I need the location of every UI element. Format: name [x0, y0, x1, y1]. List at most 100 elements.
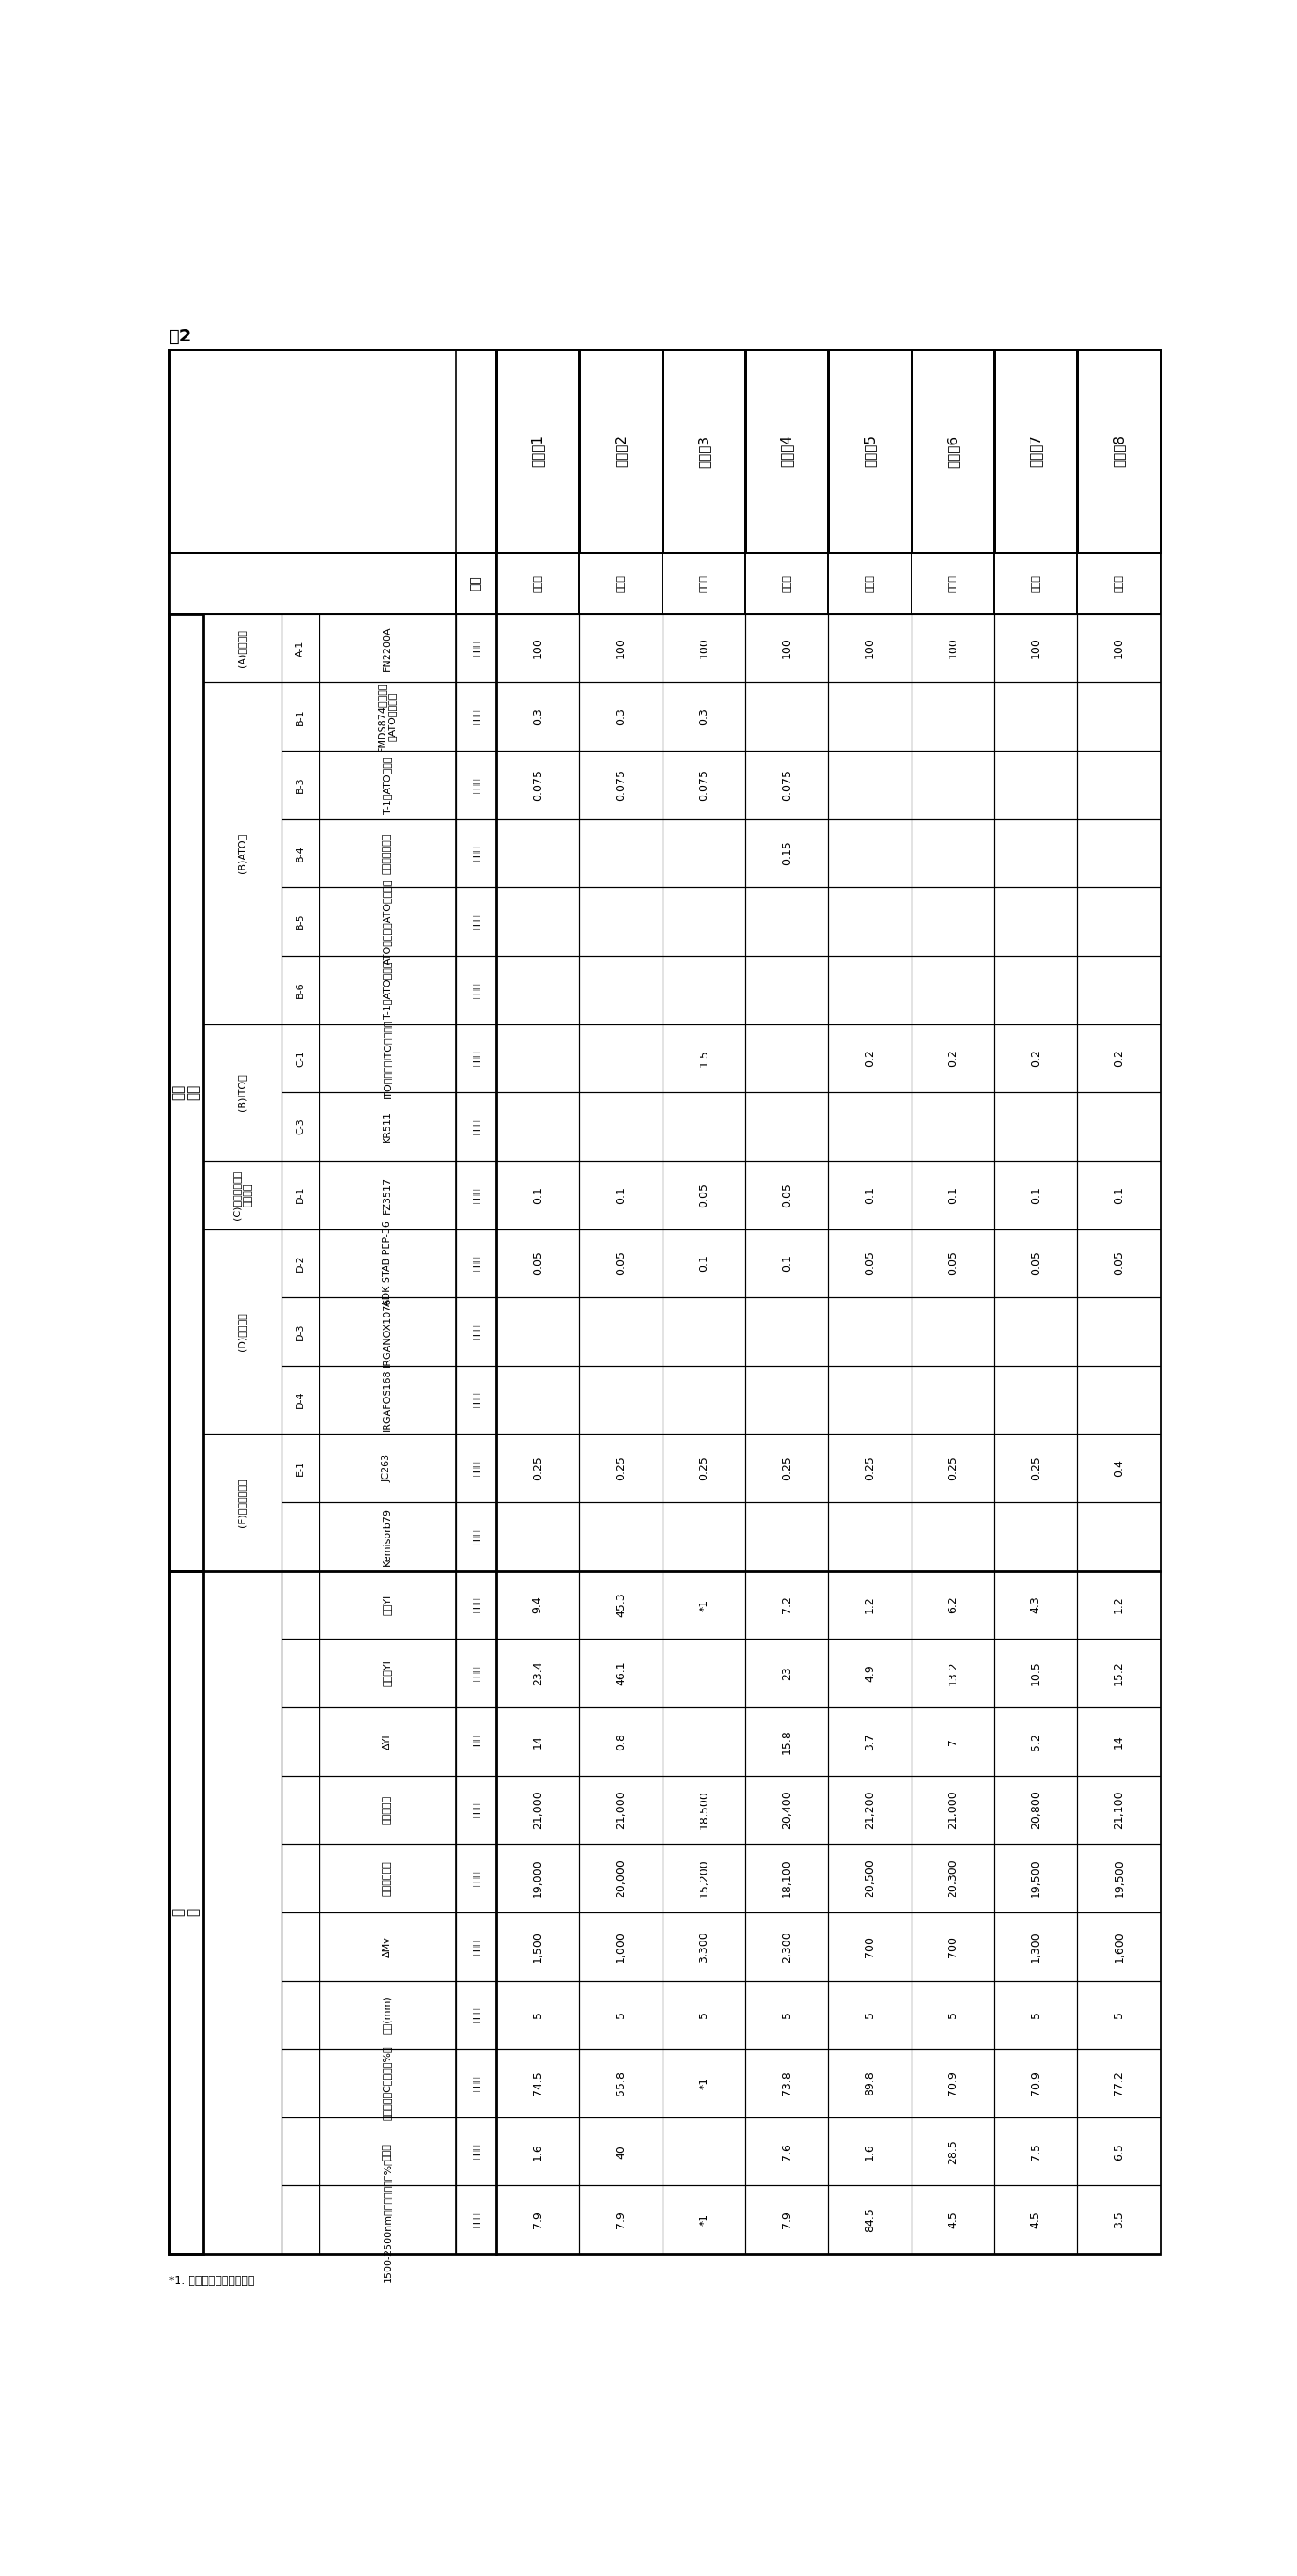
Text: 100: 100 — [698, 639, 709, 659]
Text: 質量份: 質量份 — [471, 1803, 480, 1819]
Bar — [746, 1775, 829, 1844]
Bar — [746, 819, 829, 886]
Bar — [455, 1638, 497, 1708]
Bar — [580, 1708, 663, 1775]
Text: 0.3: 0.3 — [532, 708, 543, 726]
Bar — [746, 2048, 829, 2117]
Text: 70.9: 70.9 — [1030, 2071, 1041, 2094]
Bar — [663, 1298, 746, 1365]
Text: 77.2: 77.2 — [1113, 2071, 1124, 2094]
Bar — [912, 1025, 995, 1092]
Text: ITO分散液（ITO混合量）: ITO分散液（ITO混合量） — [383, 1018, 392, 1097]
Text: FZ3517: FZ3517 — [383, 1177, 392, 1213]
Bar — [497, 1981, 580, 2048]
Text: 7.9: 7.9 — [615, 2210, 626, 2228]
Text: 0.1: 0.1 — [615, 1185, 626, 1203]
Text: 質量份: 質量份 — [471, 708, 480, 724]
Bar — [912, 1708, 995, 1775]
Bar — [912, 1638, 995, 1708]
Text: 比較例3: 比較例3 — [698, 435, 711, 469]
Bar — [319, 750, 455, 819]
Bar — [497, 2184, 580, 2254]
Bar — [281, 1708, 319, 1775]
Bar — [319, 1025, 455, 1092]
Bar — [1078, 956, 1161, 1025]
Text: 4.5: 4.5 — [1030, 2210, 1041, 2228]
Bar — [746, 1981, 829, 2048]
Text: 0.25: 0.25 — [864, 1455, 875, 1481]
Text: ΔYI: ΔYI — [383, 1734, 392, 1749]
Bar — [663, 1775, 746, 1844]
Bar — [497, 1775, 580, 1844]
Bar — [829, 1708, 912, 1775]
Bar — [746, 2117, 829, 2184]
Text: JC263: JC263 — [383, 1453, 392, 1481]
Bar — [663, 1844, 746, 1911]
Text: 7.6: 7.6 — [781, 2143, 792, 2161]
Text: 100: 100 — [615, 639, 626, 659]
Text: 100: 100 — [1030, 639, 1041, 659]
Bar — [455, 1775, 497, 1844]
Bar — [746, 1844, 829, 1911]
Bar — [281, 1435, 319, 1502]
Bar — [580, 1571, 663, 1638]
Text: 0.05: 0.05 — [1030, 1252, 1041, 1275]
Bar — [319, 1229, 455, 1298]
Bar — [281, 1092, 319, 1162]
Text: 0.25: 0.25 — [532, 1455, 543, 1481]
Bar — [281, 1025, 319, 1092]
Text: 21,200: 21,200 — [864, 1790, 875, 1829]
Bar — [319, 1502, 455, 1571]
Text: 質量份: 質量份 — [471, 1597, 480, 1613]
Bar — [455, 2184, 497, 2254]
Text: 質量份: 質量份 — [471, 1188, 480, 1203]
Bar — [580, 1229, 663, 1298]
Bar — [319, 2048, 455, 2117]
Bar — [995, 2117, 1078, 2184]
Bar — [995, 1298, 1078, 1365]
Text: 9.4: 9.4 — [532, 1597, 543, 1613]
Bar — [204, 613, 281, 683]
Bar — [746, 1911, 829, 1981]
Text: 比較例2: 比較例2 — [615, 435, 628, 469]
Bar — [455, 2117, 497, 2184]
Bar — [580, 886, 663, 956]
Bar — [1078, 1025, 1161, 1092]
Text: 質量份: 質量份 — [471, 1324, 480, 1340]
Text: ΔMv: ΔMv — [383, 1937, 392, 1958]
Bar — [1078, 1092, 1161, 1162]
Text: 質量份: 質量份 — [533, 574, 542, 592]
Text: 1.6: 1.6 — [864, 2143, 875, 2161]
Text: 質量份: 質量份 — [471, 2143, 480, 2159]
Bar — [319, 1162, 455, 1229]
Text: 1.6: 1.6 — [532, 2143, 543, 2161]
Bar — [319, 2117, 455, 2184]
Text: 質量份: 質量份 — [471, 1528, 480, 1543]
Bar — [455, 1092, 497, 1162]
Bar — [663, 2184, 746, 2254]
Text: 2,300: 2,300 — [781, 1932, 792, 1963]
Text: 100: 100 — [864, 639, 875, 659]
Bar — [497, 1435, 580, 1502]
Text: 質量份: 質量份 — [471, 1051, 480, 1066]
Bar — [829, 1844, 912, 1911]
Bar — [663, 750, 746, 819]
Text: 0.1: 0.1 — [1113, 1185, 1124, 1203]
Bar — [455, 1435, 497, 1502]
Bar — [995, 1775, 1078, 1844]
Text: 厚度(mm): 厚度(mm) — [383, 1996, 392, 2035]
Text: 0.25: 0.25 — [615, 1455, 626, 1481]
Bar — [829, 750, 912, 819]
Bar — [912, 1365, 995, 1435]
Bar — [912, 683, 995, 750]
Text: 0.05: 0.05 — [615, 1252, 626, 1275]
Bar — [829, 613, 912, 683]
Bar — [319, 613, 455, 683]
Text: 5.2: 5.2 — [1030, 1734, 1041, 1749]
Text: 3.5: 3.5 — [1113, 2210, 1124, 2228]
Text: 0.3: 0.3 — [615, 708, 626, 726]
Text: B-4: B-4 — [296, 845, 305, 860]
Text: *1: *1 — [698, 2213, 709, 2226]
Text: 21,100: 21,100 — [1113, 1790, 1124, 1829]
Bar — [580, 1638, 663, 1708]
